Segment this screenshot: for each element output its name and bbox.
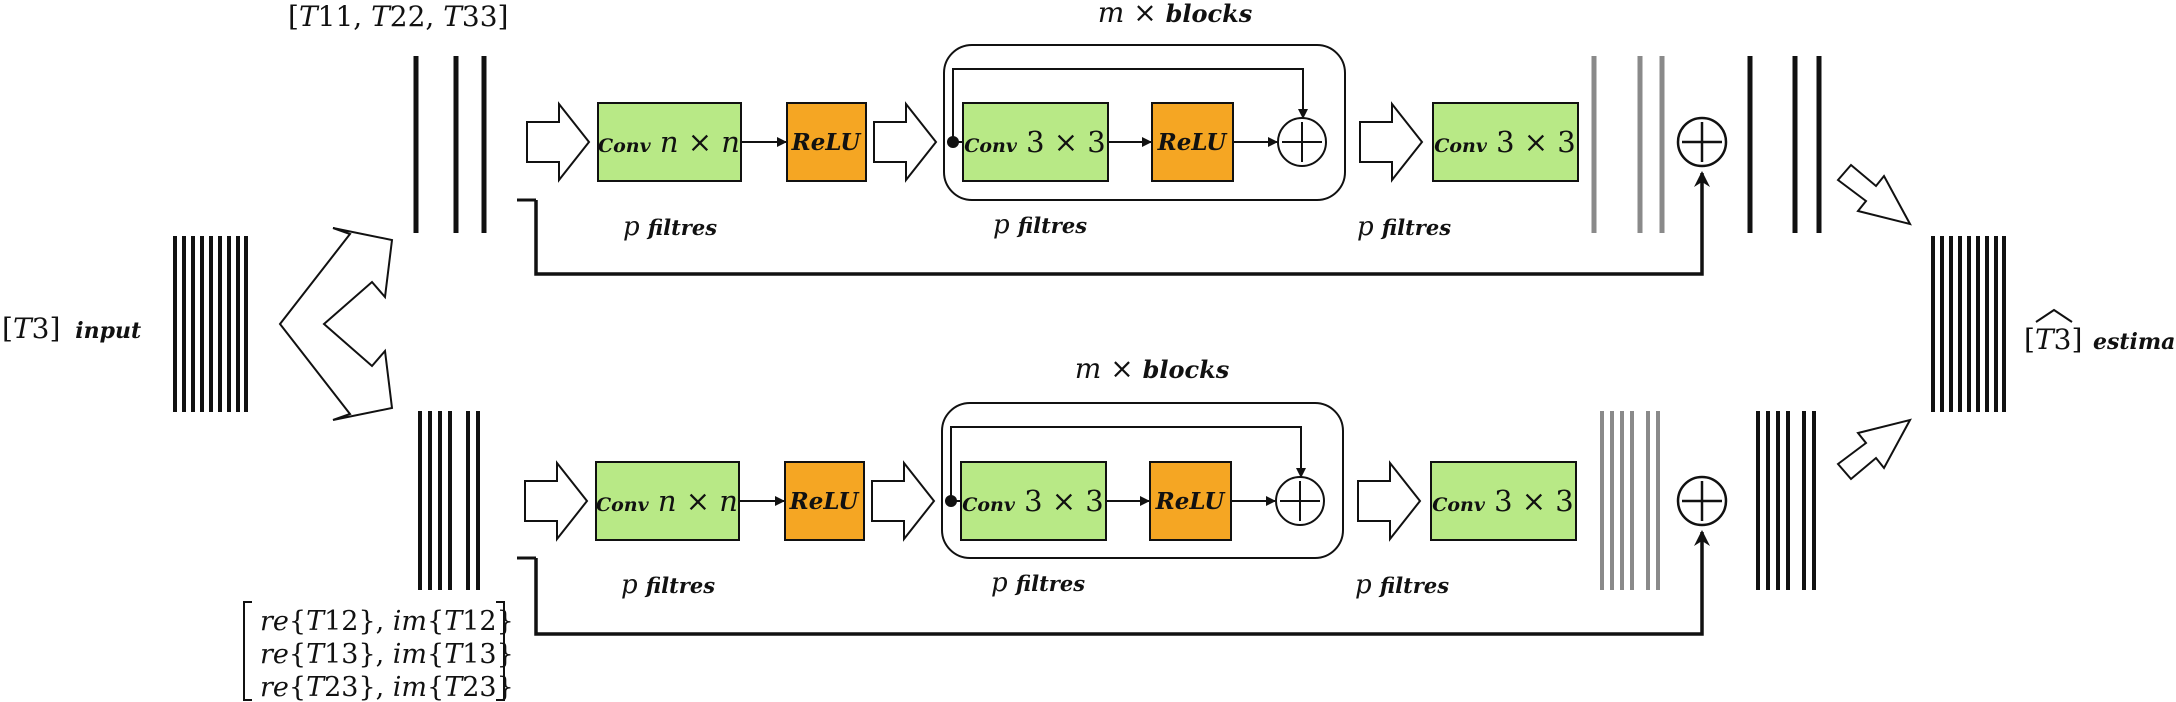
block-relu-box <box>1151 102 1234 182</box>
block-sum-icon <box>1277 117 1327 167</box>
bottom-input-channels <box>418 411 480 590</box>
conv-nxn-label: Conv n × n <box>596 484 738 518</box>
conv-output-channels <box>1600 411 1660 590</box>
flow-arrow <box>873 101 938 183</box>
input-channel-stack <box>173 236 248 412</box>
filters-label: p filtres <box>993 210 1087 240</box>
matrix-row-3: re{T23}, im{T23} <box>260 672 514 702</box>
flow-arrow <box>1359 101 1424 183</box>
block-repeat-label: m × blocks <box>1075 352 1230 385</box>
global-sum-icon <box>1676 116 1728 168</box>
residual-block-frame <box>943 44 1346 201</box>
block-repeat-label: m × blocks <box>1098 0 1253 29</box>
block-conv-label: Conv 3 × 3 <box>962 484 1104 518</box>
bottom-channels-matrix: re{T12}, im{T12} re{T13}, im{T13} re{T23… <box>243 601 514 702</box>
flow-arrow <box>524 460 589 542</box>
block-relu-label: ReLU <box>1155 488 1227 515</box>
global-sum-icon <box>1676 475 1728 527</box>
conv-3x3-label: Conv 3 × 3 <box>1434 125 1576 159</box>
relu-label: ReLU <box>791 129 863 156</box>
block-conv-box <box>962 102 1109 182</box>
bottom-output-channels <box>1756 411 1816 590</box>
merge-arrow-top <box>1836 163 1912 226</box>
bottom-branch: Conv n × n ReLU m × blocks Conv 3 × 3 Re… <box>517 352 1816 636</box>
conv-nxn-label: Conv n × n <box>598 125 740 159</box>
conv-nxn-box <box>595 461 740 541</box>
split-arrow <box>278 227 394 421</box>
relu-box <box>784 461 865 541</box>
svg-text:estimate: estimate <box>2093 329 2176 355</box>
filters-label: p filtres <box>991 568 1085 598</box>
conv-output-channels <box>1591 56 1665 233</box>
top-branch: Conv n × n ReLU m × blocks Conv 3 × 3 Re… <box>517 0 1822 276</box>
block-relu-label: ReLU <box>1157 129 1229 156</box>
flow-arrow <box>1357 460 1422 542</box>
block-conv-label: Conv 3 × 3 <box>964 125 1106 159</box>
flow-arrow <box>526 101 591 183</box>
filters-label: p filtres <box>1355 570 1449 600</box>
filters-label: p filtres <box>621 570 715 600</box>
conv-3x3-box <box>1430 461 1577 541</box>
matrix-row-2: re{T13}, im{T13} <box>260 639 514 670</box>
conv-3x3-box <box>1432 102 1579 182</box>
top-input-channels <box>413 56 487 233</box>
merge-arrow-bottom <box>1836 418 1912 481</box>
block-conv-box <box>960 461 1107 541</box>
global-skip-connection <box>534 530 1710 636</box>
filters-label: p filtres <box>1357 212 1451 242</box>
output-label: [T3] estimate <box>2024 308 2176 356</box>
output-channel-stack <box>1931 236 2006 412</box>
residual-block-frame <box>941 402 1344 559</box>
svg-text:[T3]: [T3] <box>2024 323 2082 356</box>
block-sum-icon <box>1275 476 1325 526</box>
conv-3x3-label: Conv 3 × 3 <box>1432 484 1574 518</box>
relu-label: ReLU <box>789 488 861 515</box>
flow-arrow <box>871 460 936 542</box>
top-output-channels <box>1747 56 1822 233</box>
relu-box <box>786 102 867 182</box>
top-channels-label: [T11, T22, T33] <box>288 0 508 33</box>
input-label: [T3] input <box>2 312 141 345</box>
filters-label: p filtres <box>623 212 717 242</box>
matrix-row-1: re{T12}, im{T12} <box>260 606 514 637</box>
